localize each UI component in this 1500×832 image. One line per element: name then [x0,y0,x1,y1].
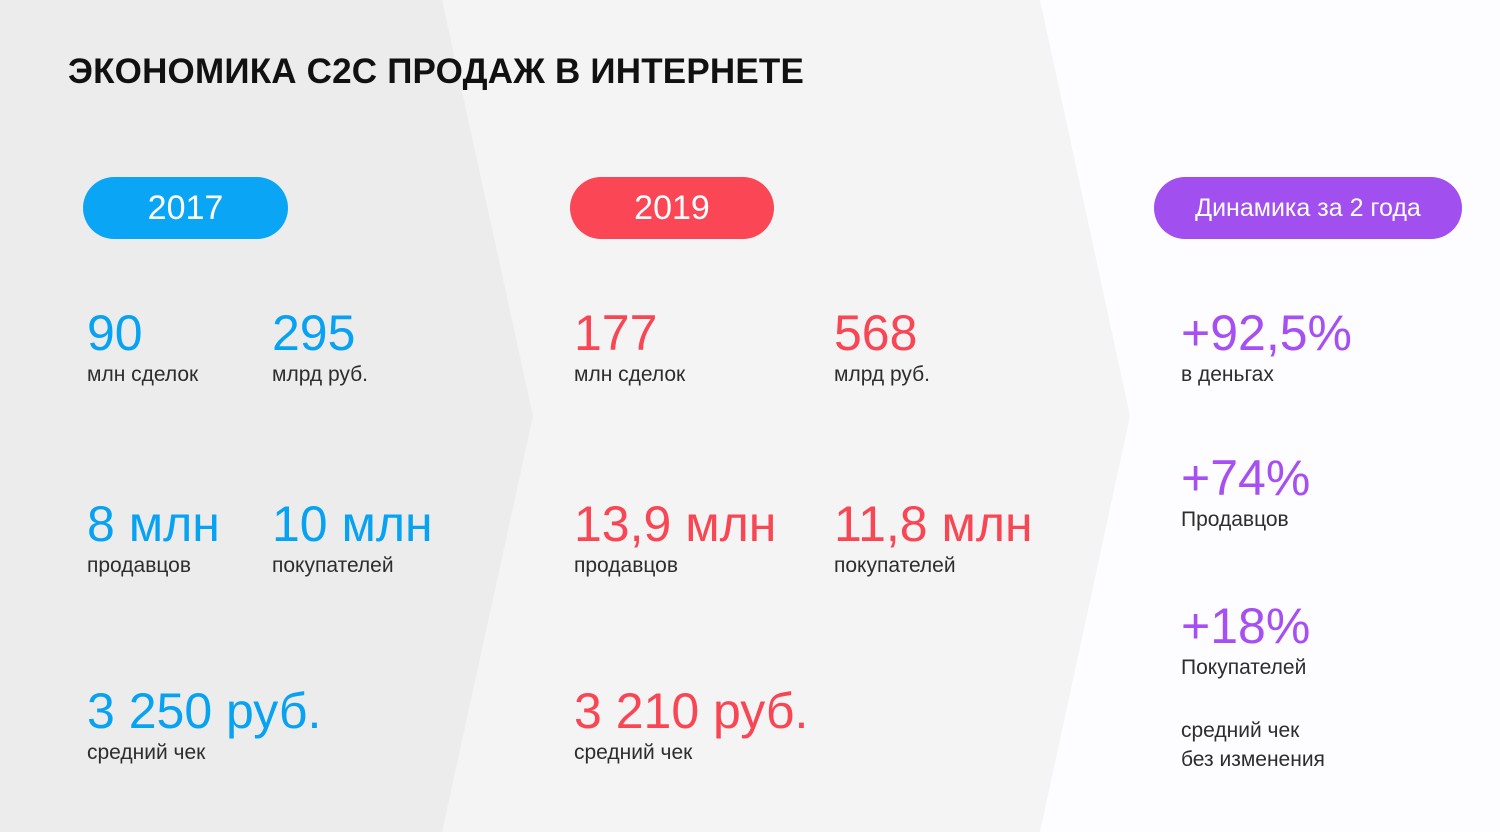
stat-label: средний чек [574,741,693,764]
stat-value: 90 [87,305,143,361]
stat-2019-buyers: 11,8 млн покупателей [834,497,1033,579]
stat-value: 13,9 млн [574,496,777,552]
note-line: средний чек [1181,719,1300,742]
stat-dynamics-sellers: +74% Продавцов [1181,451,1310,533]
stat-value: 177 [574,305,658,361]
stat-value: 568 [834,305,918,361]
stat-label: покупателей [272,554,394,577]
stat-2019-avg-check: 3 210 руб. средний чек [574,684,808,766]
badge-dynamics: Динамика за 2 года [1154,177,1462,239]
page-title: ЭКОНОМИКА C2C ПРОДАЖ В ИНТЕРНЕТЕ [68,52,805,91]
stat-2017-avg-check: 3 250 руб. средний чек [87,684,321,766]
badge-2017: 2017 [83,177,288,239]
stat-value: 3 250 руб. [87,683,322,739]
stat-value: +92,5% [1181,305,1352,361]
stat-label: Продавцов [1181,508,1289,531]
badge-2019: 2019 [570,177,774,239]
stat-value: 3 210 руб. [574,683,809,739]
stat-2017-buyers: 10 млн покупателей [272,497,433,579]
avg-check-note: средний чек без изменения [1181,716,1325,774]
note-line: без изменения [1181,748,1325,771]
stat-dynamics-buyers: +18% Покупателей [1181,599,1310,681]
stat-value: 295 [272,305,356,361]
stat-2019-sellers: 13,9 млн продавцов [574,497,776,579]
stat-value: 8 млн [87,496,220,552]
stat-label: Покупателей [1181,656,1307,679]
stat-label: в деньгах [1181,363,1274,386]
stat-2017-sellers: 8 млн продавцов [87,497,220,579]
stat-label: млрд руб. [834,363,931,386]
stat-label: млрд руб. [272,363,369,386]
stat-dynamics-money: +92,5% в деньгах [1181,306,1352,388]
stat-2019-volume: 568 млрд руб. [834,306,930,388]
stat-value: +74% [1181,450,1311,506]
stat-2019-deals: 177 млн сделок [574,306,685,388]
stat-label: млн сделок [574,363,686,386]
stat-label: средний чек [87,741,206,764]
stat-value: 11,8 млн [834,496,1033,552]
stat-label: продавцов [574,554,678,577]
stat-label: млн сделок [87,363,199,386]
stat-2017-deals: 90 млн сделок [87,306,198,388]
stat-2017-volume: 295 млрд руб. [272,306,368,388]
stat-value: +18% [1181,598,1311,654]
stat-label: покупателей [834,554,956,577]
stat-label: продавцов [87,554,191,577]
stat-value: 10 млн [272,496,433,552]
